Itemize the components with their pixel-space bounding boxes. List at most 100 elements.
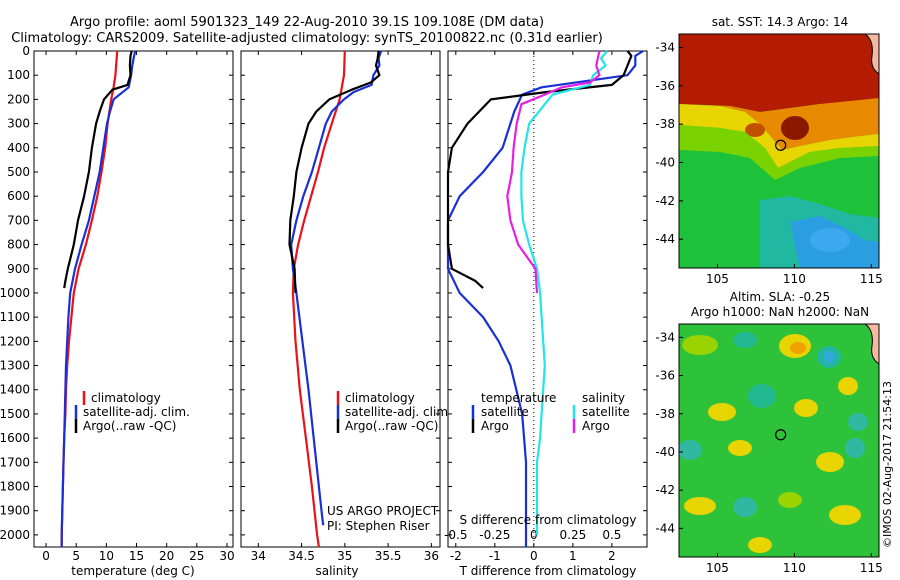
depth-tick-label: 900: [7, 262, 30, 276]
legend-label-argo: Argo(..raw -QC): [345, 419, 438, 433]
sst-map-ticks: 105 110 115 -34 -36 -38 -40 -42 -44: [655, 40, 882, 286]
salinity-legend: climatology satellite-adj. clim. Argo(..…: [336, 391, 452, 433]
depth-tick-label: 2000: [0, 528, 30, 542]
depth-tick-label: 400: [7, 141, 30, 155]
depth-tick-label: 1600: [0, 431, 30, 445]
map-y-tick-label: -34: [655, 40, 675, 54]
x-tick-label: 36: [424, 549, 439, 563]
depth-tick-label: 1900: [0, 504, 30, 518]
depth-tick-label: 1700: [0, 455, 30, 469]
map-y-tick-label: -44: [655, 521, 675, 535]
x-tick-label: 35: [337, 549, 352, 563]
depth-tick-label: 1100: [0, 310, 30, 324]
s-diff-tick-label: 0.25: [560, 528, 587, 542]
legend-label-argo: Argo(..raw -QC): [83, 419, 176, 433]
map-y-tick-label: -40: [655, 156, 675, 170]
x-tick-label: 25: [189, 549, 204, 563]
depth-tick-label: 1000: [0, 286, 30, 300]
t-diff-tick-label: -1: [489, 549, 501, 563]
temperature-x-ticks: 0 5 10 15 20 25 30: [42, 51, 235, 563]
x-tick-label: 20: [159, 549, 174, 563]
map-x-tick-label: 115: [860, 561, 883, 575]
map-x-tick-label: 105: [706, 272, 729, 286]
sla-map-ticks: 105 110 115 -34 -36 -38 -40 -42 -44: [655, 330, 882, 575]
legend-label-sal-argo: Argo: [582, 419, 610, 433]
legend-header-salinity: salinity: [582, 391, 625, 405]
difference-lines: [446, 50, 644, 547]
depth-tick-label: 0: [22, 44, 30, 58]
salinity-lines: [288, 50, 383, 548]
sla-heatmap-field: [679, 324, 879, 557]
depth-tick-label: 600: [7, 189, 30, 203]
sst-map-title: sat. SST: 14.3 Argo: 14: [712, 15, 849, 29]
x-tick-label: 34: [251, 549, 266, 563]
argo-location-marker: [775, 139, 787, 151]
map-y-tick-label: -42: [655, 194, 675, 208]
figure-title-line1: Argo profile: aoml 5901323_149 22-Aug-20…: [70, 15, 544, 30]
sst-heatmap-field: [679, 34, 879, 268]
map-y-tick-label: -42: [655, 483, 675, 497]
copyright-credit: ©IMOS 02-Aug-2017 21:54:13: [881, 381, 894, 548]
difference-panel: -2 -1 0 1 2 -0.5 -0.25 0 0.25 0.5 S difference fr…: [444, 50, 648, 578]
legend-label-temp-satellite: satellite: [481, 405, 529, 419]
sla-map-title-line1: Altim. SLA: -0.25: [730, 290, 830, 304]
temperature-axes-frame: [33, 50, 234, 548]
s-diff-tick-label: -0.5: [444, 528, 467, 542]
salinity-xlabel: salinity: [315, 564, 358, 578]
map-y-tick-label: -34: [655, 330, 675, 344]
x-tick-label: 10: [99, 549, 114, 563]
map-x-tick-label: 115: [860, 272, 883, 286]
sst-map-frame: [678, 33, 880, 269]
depth-tick-label: 100: [7, 68, 30, 82]
temperature-argo-line: [63, 50, 133, 289]
project-note: US ARGO PROJECT: [327, 504, 439, 518]
x-tick-label: 35.5: [375, 549, 402, 563]
temperature-panel: 0100200300400500600700800900100011001200…: [0, 44, 235, 578]
temperature-lines: [60, 50, 137, 547]
map-y-tick-label: -38: [655, 117, 675, 131]
t-difference-xlabel: T difference from climatology: [459, 564, 637, 578]
depth-tick-label: 700: [7, 213, 30, 227]
figure-title-line2: Climatology: CARS2009. Satellite-adjuste…: [11, 31, 603, 46]
temperature-depth-ticks: 0 100 200 300 400 500 600 700 800 900 1000 1100 1200…: [0, 44, 233, 542]
x-tick-label: 5: [72, 549, 80, 563]
map-y-tick-label: -36: [655, 369, 675, 383]
map-y-tick-label: -36: [655, 79, 675, 93]
t-diff-tick-label: -2: [450, 549, 462, 563]
x-tick-label: 34.5: [288, 549, 315, 563]
map-x-tick-label: 105: [706, 561, 729, 575]
depth-tick-label: 1500: [0, 407, 30, 421]
depth-tick-label: 1200: [0, 334, 30, 348]
map-y-tick-label: -40: [655, 445, 675, 459]
legend-label-satellite: satellite-adj. clim.: [345, 405, 452, 419]
map-y-tick-label: -44: [655, 232, 675, 246]
temperature-legend: climatology satellite-adj. clim. Argo(..…: [74, 391, 190, 433]
s-diff-tick-label: 0: [530, 528, 538, 542]
salinity-argo-line: [288, 50, 381, 294]
s-difference-label: S difference from climatology: [460, 513, 637, 527]
s-diff-argo-line: [506, 50, 601, 294]
salinity-panel: 34 34.5 35 35.5 36 salinity climatology sate…: [240, 50, 452, 578]
legend-label-satellite: satellite-adj. clim.: [83, 405, 190, 419]
salinity-x-ticks: 34 34.5 35 35.5 36: [251, 51, 439, 563]
t-diff-tick-label: 0: [530, 549, 538, 563]
difference-x-ticks: -2 -1 0 1 2 -0.5 -0.25 0 0.25 0.5: [444, 51, 621, 563]
x-tick-label: 0: [42, 549, 50, 563]
depth-tick-label: 1800: [0, 480, 30, 494]
t-diff-tick-label: 1: [569, 549, 577, 563]
depth-tick-label: 200: [7, 92, 30, 106]
depth-tick-label: 800: [7, 238, 30, 252]
argo-location-marker: [775, 429, 787, 441]
salinity-climatology-line: [291, 50, 346, 548]
salinity-axes-frame: [240, 50, 441, 548]
depth-tick-label: 500: [7, 165, 30, 179]
sla-map: Altim. SLA: -0.25 Argo h1000: NaN h2000:…: [655, 290, 882, 575]
map-x-tick-label: 110: [783, 272, 806, 286]
depth-tick-label: 1400: [0, 383, 30, 397]
x-tick-label: 15: [129, 549, 144, 563]
legend-header-temperature: temperature: [481, 391, 556, 405]
map-x-tick-label: 110: [783, 561, 806, 575]
difference-axes-frame: [447, 50, 648, 548]
t-diff-argo-line: [446, 50, 633, 289]
